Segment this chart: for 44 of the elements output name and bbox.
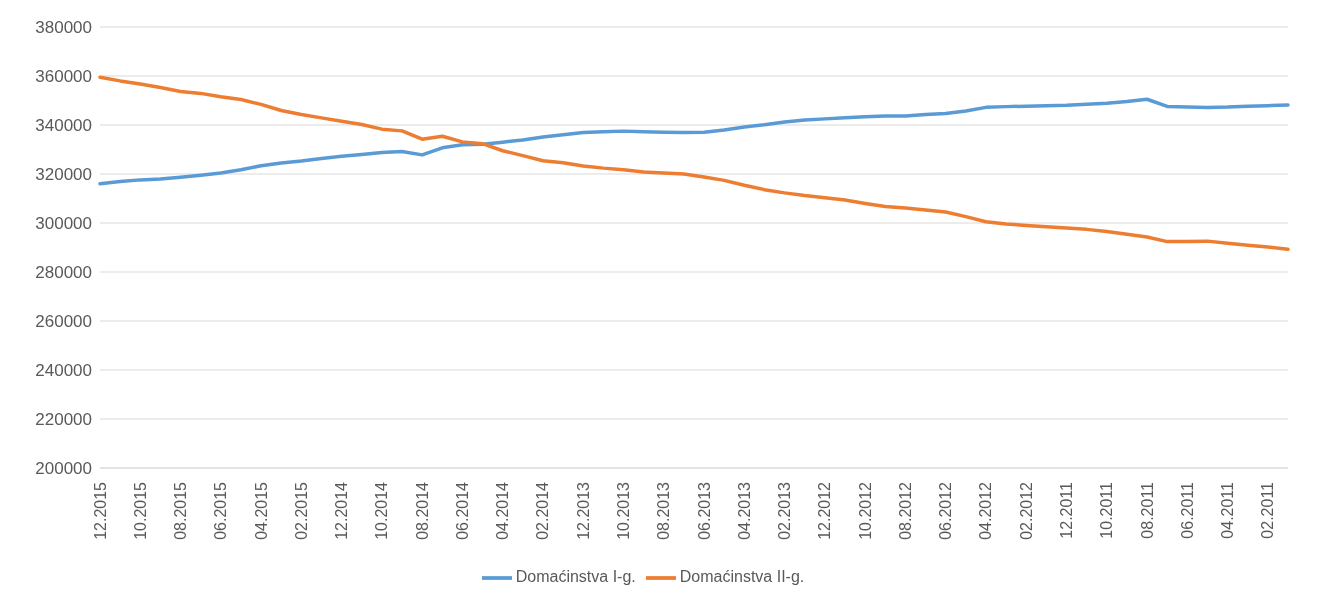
line-series [98, 75, 1290, 251]
y-tick-label: 220000 [35, 410, 92, 430]
y-tick-label: 320000 [35, 165, 92, 185]
x-tick-label: 12.2012 [816, 481, 834, 540]
x-tick-label: 08.2013 [655, 481, 673, 540]
x-tick-label: 08.2012 [896, 481, 914, 540]
y-tick-label: 380000 [35, 18, 92, 38]
x-tick-label: 10.2011 [1098, 481, 1116, 539]
y-tick-label: 260000 [35, 312, 92, 332]
line-series [98, 97, 1290, 186]
x-tick-label: 12.2014 [333, 481, 351, 540]
x-tick-label: 02.2011 [1259, 481, 1277, 539]
x-tick-label: 04.2015 [252, 481, 270, 540]
x-tick-label: 02.2015 [292, 481, 310, 540]
x-tick-label: 06.2015 [212, 481, 230, 540]
x-tick-label: 06.2012 [937, 481, 955, 540]
x-tick-label: 08.2014 [413, 481, 431, 540]
x-tick-label: 12.2015 [91, 481, 109, 540]
x-tick-label: 04.2011 [1219, 481, 1237, 539]
legend-label: Domaćinstva II-g. [679, 568, 805, 586]
x-tick-label: 10.2014 [373, 481, 391, 540]
y-tick-label: 360000 [35, 67, 92, 87]
y-tick-label: 280000 [35, 263, 92, 283]
x-tick-label: 10.2012 [856, 481, 874, 540]
x-tick-label: 06.2013 [695, 481, 713, 540]
y-tick-label: 200000 [35, 459, 92, 479]
x-tick-label: 04.2014 [494, 481, 512, 540]
x-tick-label: 08.2011 [1138, 481, 1156, 539]
y-tick-label: 340000 [35, 116, 92, 136]
x-tick-label: 06.2011 [1178, 481, 1196, 539]
x-tick-label: 12.2013 [574, 481, 592, 540]
x-tick-label: 04.2013 [735, 481, 753, 540]
x-tick-label: 10.2013 [615, 481, 633, 540]
x-tick-label: 02.2012 [1017, 481, 1035, 540]
x-tick-label: 06.2014 [453, 481, 471, 540]
x-tick-label: 04.2012 [977, 481, 995, 540]
x-tick-label: 10.2015 [131, 481, 149, 540]
y-tick-label: 300000 [35, 214, 92, 234]
x-tick-label: 12.2011 [1058, 481, 1076, 539]
x-tick-label: 02.2013 [776, 481, 794, 540]
y-tick-label: 240000 [35, 361, 92, 381]
legend-label: Domaćinstva I-g. [515, 568, 636, 586]
x-tick-label: 08.2015 [172, 481, 190, 540]
x-tick-label: 02.2014 [534, 481, 552, 540]
